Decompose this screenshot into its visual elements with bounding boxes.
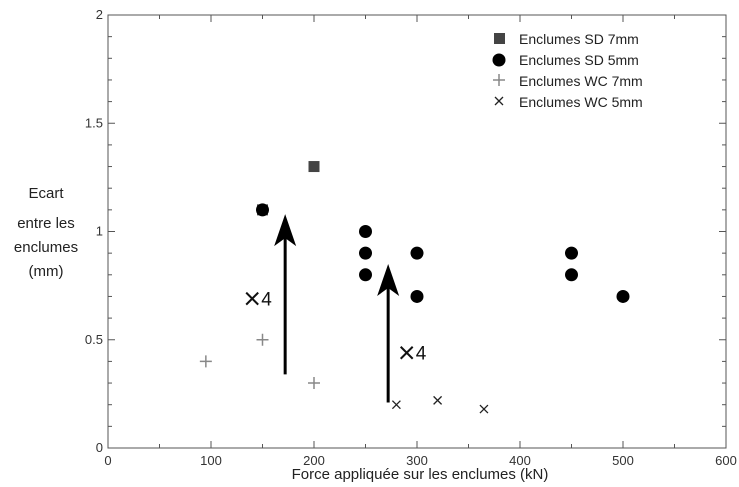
data-points bbox=[199, 161, 630, 414]
annotation-times-sign bbox=[399, 346, 414, 360]
annotation-arrow-head bbox=[274, 214, 297, 247]
data-point-plus bbox=[308, 377, 320, 390]
annotations: 44 bbox=[245, 214, 427, 403]
legend-item-wc-5mm: Enclumes WC 5mm bbox=[494, 94, 643, 110]
data-point-x bbox=[479, 404, 489, 414]
legend-label: Enclumes WC 7mm bbox=[519, 73, 643, 89]
legend-circle-marker bbox=[492, 53, 506, 67]
annotation-arrow-head bbox=[377, 263, 400, 296]
x-tick-label: 0 bbox=[104, 453, 111, 468]
y-tick-label: 1.5 bbox=[85, 115, 103, 130]
y-tick-label: 1 bbox=[96, 224, 103, 239]
legend-x-marker bbox=[494, 96, 504, 106]
data-point-circle bbox=[565, 268, 578, 282]
data-point-x bbox=[391, 400, 401, 410]
x-tick-label: 500 bbox=[612, 453, 634, 468]
y-axis-label-line-1: Ecart bbox=[28, 185, 64, 202]
legend-item-sd-5mm: Enclumes SD 5mm bbox=[492, 52, 639, 68]
data-point-circle bbox=[256, 203, 269, 217]
legend-plus-marker bbox=[493, 74, 505, 86]
x-tick-label: 600 bbox=[715, 453, 737, 468]
x-tick-label: 100 bbox=[200, 453, 222, 468]
axis-ticks bbox=[107, 14, 727, 449]
y-tick-label: 2 bbox=[96, 7, 103, 22]
annotation-multiplier-label: 4 bbox=[261, 290, 272, 311]
x-tick-label: 200 bbox=[303, 453, 325, 468]
legend-label: Enclumes WC 5mm bbox=[519, 94, 643, 110]
data-point-circle bbox=[410, 289, 424, 303]
y-axis-label-line-4: (mm) bbox=[29, 263, 64, 280]
x-tick-label: 400 bbox=[509, 453, 531, 468]
legend-label: Enclumes SD 5mm bbox=[519, 52, 639, 68]
data-point-circle bbox=[616, 289, 630, 303]
y-tick-labels: 0 0.5 1 1.5 2 bbox=[85, 7, 103, 455]
y-tick-label: 0 bbox=[96, 440, 103, 455]
annotation-multiplier-label: 4 bbox=[416, 344, 427, 365]
data-point-square bbox=[308, 161, 320, 173]
legend-label: Enclumes SD 7mm bbox=[519, 31, 639, 47]
annotation-times-sign bbox=[245, 291, 259, 306]
data-point-x bbox=[433, 395, 443, 405]
data-point-circle bbox=[410, 246, 424, 260]
data-point-circle bbox=[565, 246, 578, 260]
x-tick-labels: 0 100 200 300 400 500 600 bbox=[104, 453, 736, 468]
data-point-plus bbox=[256, 333, 269, 346]
y-axis-label-line-2: entre les bbox=[17, 215, 75, 232]
data-point-circle bbox=[359, 268, 372, 282]
data-point-plus bbox=[199, 355, 212, 368]
x-axis-label: Force appliquée sur les enclumes (kN) bbox=[292, 466, 549, 483]
legend-item-wc-7mm: Enclumes WC 7mm bbox=[493, 73, 643, 89]
legend: Enclumes SD 7mm Enclumes SD 5mm Enclumes… bbox=[492, 31, 643, 110]
y-axis-label-line-3: enclumes bbox=[14, 239, 78, 256]
legend-item-sd-7mm: Enclumes SD 7mm bbox=[494, 31, 639, 47]
data-point-circle bbox=[359, 246, 372, 260]
x-tick-label: 300 bbox=[406, 453, 428, 468]
y-tick-label: 0.5 bbox=[85, 332, 103, 347]
legend-square-marker bbox=[494, 33, 505, 44]
data-point-circle bbox=[359, 225, 372, 238]
